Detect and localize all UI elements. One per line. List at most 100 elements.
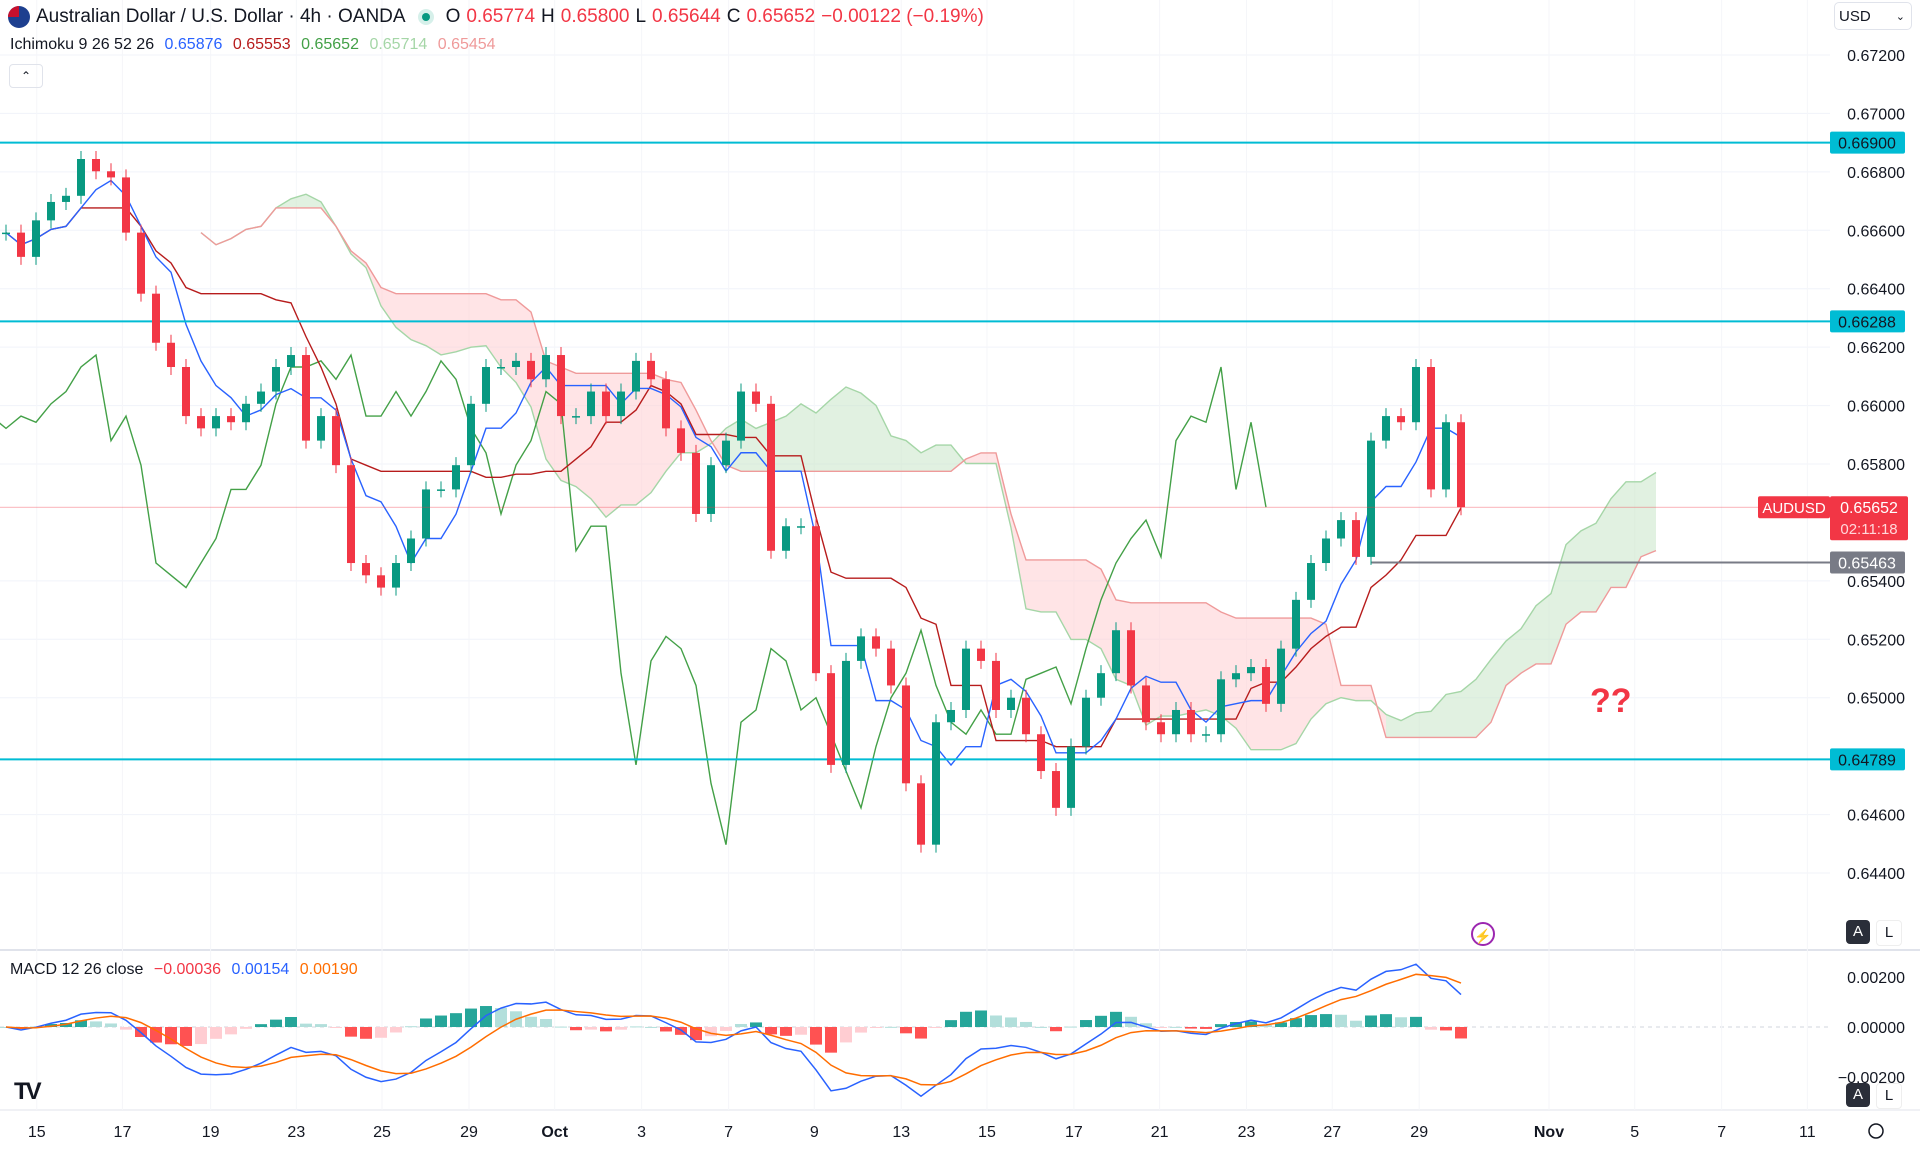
macd-histogram-bar: [300, 1023, 312, 1027]
candle: [1337, 520, 1345, 539]
macd-histogram-bar: [780, 1027, 792, 1036]
candle: [137, 232, 145, 294]
macd-histogram-bar: [360, 1027, 372, 1039]
macd-histogram-bar: [390, 1027, 402, 1033]
candle: [122, 177, 130, 233]
macd-histogram-bar: [885, 1026, 897, 1028]
ichimoku-cloud-segment: [861, 393, 876, 472]
candle: [482, 367, 490, 404]
macd-histogram-bar: [1065, 1026, 1077, 1028]
macd-signal-line: [5, 973, 1462, 1086]
candle: [1187, 709, 1195, 735]
currency-select[interactable]: USD ⌄: [1834, 2, 1912, 30]
aud-usd-flag-icon: [8, 6, 30, 28]
ichimoku-cloud-segment: [966, 452, 981, 464]
candle: [857, 636, 865, 661]
candle: [152, 293, 160, 343]
ichimoku-cloud-segment: [951, 445, 966, 472]
candle: [2, 232, 10, 235]
macd-histogram-bar: [165, 1027, 177, 1045]
macd-legend[interactable]: MACD 12 26 close −0.00036 0.00154 0.0019…: [10, 961, 364, 979]
macd-histogram-bar: [1185, 1027, 1197, 1029]
candle: [1097, 673, 1105, 698]
macd-histogram-bar: [60, 1022, 72, 1027]
price-tick-label: 0.67200: [1847, 48, 1905, 65]
macd-log-scale-button[interactable]: L: [1876, 1083, 1902, 1109]
ichimoku-label: Ichimoku 9 26 52 26: [10, 36, 155, 53]
candle: [182, 367, 190, 417]
ichimoku-cloud-segment: [1596, 498, 1611, 612]
time-tick-label: 29: [1410, 1124, 1428, 1141]
ichimoku-cloud-segment: [1461, 679, 1476, 738]
ichimoku-cloud-segment: [1251, 618, 1266, 750]
last-price-label-bg: [1830, 496, 1908, 541]
settings-icon[interactable]: [1868, 1123, 1884, 1139]
time-tick-label: 7: [1717, 1124, 1726, 1141]
macd-histogram-bar: [1275, 1022, 1287, 1027]
macd-histogram-bar: [345, 1027, 357, 1037]
macd-label: MACD 12 26 close: [10, 961, 144, 978]
candle: [302, 355, 310, 441]
macd-line: [5, 963, 1462, 1098]
symbol-title[interactable]: Australian Dollar / U.S. Dollar · 4h · O…: [36, 6, 406, 27]
log-scale-button[interactable]: L: [1876, 920, 1902, 946]
candle: [287, 355, 295, 368]
ichimoku-cloud-segment: [381, 287, 396, 328]
ichimoku-cloud-segment: [441, 293, 456, 355]
macd-histogram-bar: [525, 1016, 537, 1027]
ichimoku-cloud-segment: [846, 387, 861, 472]
ichimoku-legend[interactable]: Ichimoku 9 26 52 26 0.65876 0.65553 0.65…: [10, 36, 502, 54]
ichimoku-value: 0.65652: [301, 36, 359, 53]
candle: [932, 722, 940, 845]
time-tick-label: 5: [1630, 1124, 1639, 1141]
candle: [962, 648, 970, 710]
candle: [797, 526, 805, 528]
candle: [422, 489, 430, 539]
time-tick-label: 27: [1323, 1124, 1341, 1141]
auto-scale-button[interactable]: A: [1846, 920, 1870, 944]
level-label: 0.66288: [1838, 314, 1896, 331]
candle: [467, 403, 475, 466]
ichimoku-cloud-segment: [1626, 481, 1641, 588]
candle: [1397, 416, 1405, 423]
candle: [782, 526, 790, 551]
macd-histogram-bar: [975, 1010, 987, 1027]
time-tick-label: 17: [114, 1124, 132, 1141]
price-tick-label: 0.64400: [1847, 866, 1905, 883]
candle: [1292, 599, 1300, 649]
time-tick-label: 17: [1065, 1124, 1083, 1141]
ichimoku-cloud-segment: [1311, 618, 1326, 720]
macd-histogram-bar: [735, 1023, 747, 1027]
ichimoku-cloud-segment: [1356, 685, 1371, 701]
time-tick-label: 11: [1799, 1124, 1816, 1141]
candle: [812, 526, 820, 674]
candle: [557, 355, 565, 417]
close-label: C: [726, 6, 741, 27]
candle: [827, 673, 835, 765]
candle: [452, 465, 460, 490]
candle: [842, 660, 850, 765]
time-tick-label: 3: [637, 1124, 646, 1141]
price-tick-label: 0.65800: [1847, 457, 1905, 474]
candle: [887, 648, 895, 686]
candle: [92, 159, 100, 172]
macd-histogram-bar: [420, 1018, 432, 1027]
candle: [1232, 673, 1240, 680]
candle: [407, 538, 415, 564]
macd-histogram-bar: [1215, 1024, 1227, 1027]
time-tick-label: 21: [1151, 1124, 1169, 1141]
macd-auto-scale-button[interactable]: A: [1846, 1083, 1870, 1107]
ichimoku-cloud-segment: [1296, 618, 1311, 744]
lightning-icon[interactable]: ⚡: [1471, 922, 1495, 946]
macd-histogram-bar: [990, 1015, 1002, 1027]
macd-histogram-bar: [750, 1022, 762, 1027]
ichimoku-span-a: [200, 193, 1657, 751]
candle: [542, 355, 550, 380]
collapse-legend-button[interactable]: ⌃: [9, 64, 43, 88]
price-tick-label: 0.66600: [1847, 223, 1905, 240]
ichimoku-cloud-segment: [396, 293, 411, 340]
macd-histogram-bar: [825, 1027, 837, 1053]
time-tick-label: 13: [892, 1124, 910, 1141]
candle: [752, 391, 760, 404]
